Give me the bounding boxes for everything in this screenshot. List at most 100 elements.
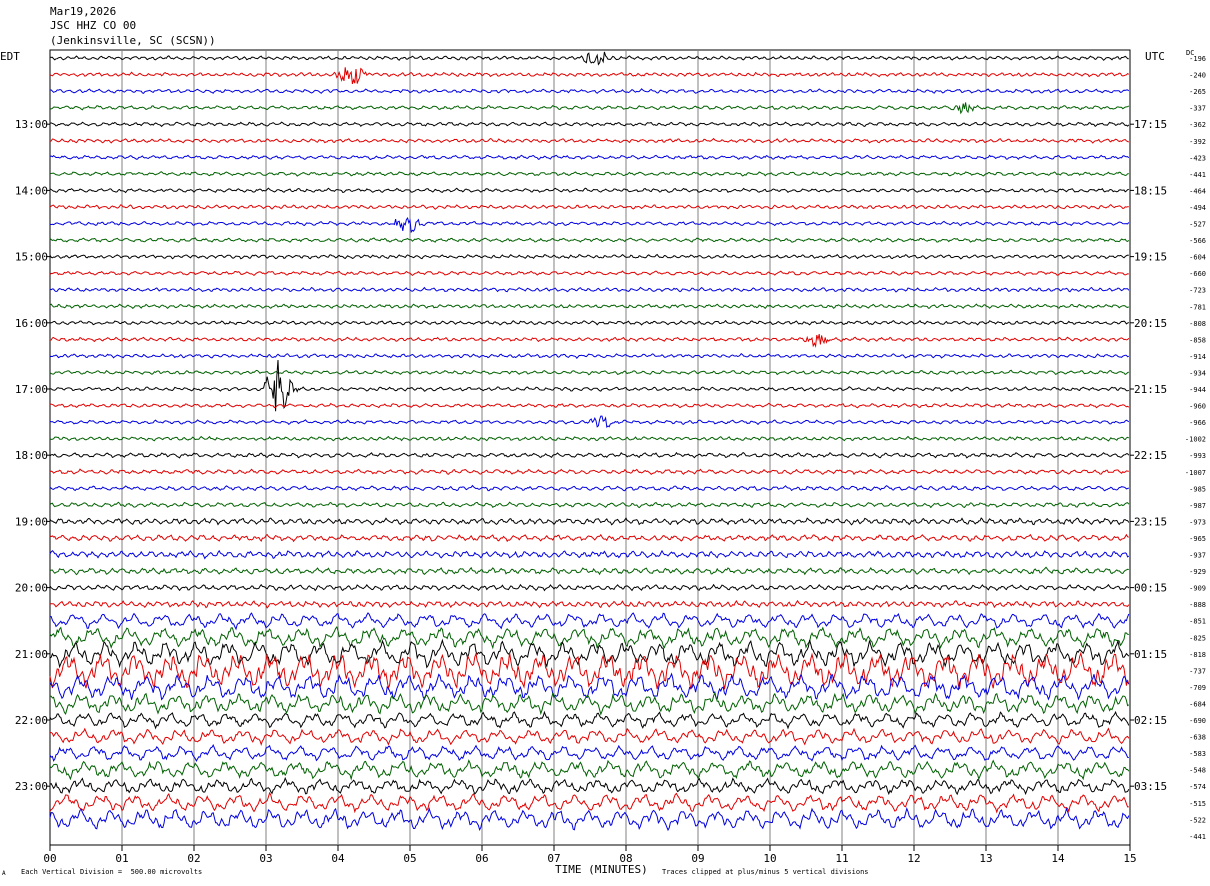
dc-offset-value: -960	[1189, 403, 1206, 411]
x-tick-label: 14	[1051, 852, 1065, 865]
seismic-trace-row	[49, 451, 1130, 459]
seismic-trace-row	[49, 402, 1130, 409]
dc-offset-value: -441	[1189, 833, 1206, 841]
dc-offset-value: -566	[1189, 237, 1206, 245]
dc-offset-value: -265	[1189, 88, 1206, 96]
seismic-trace-row	[49, 359, 1129, 412]
dc-offset-value: -781	[1189, 303, 1206, 311]
utc-hour-label: 19:15	[1134, 251, 1167, 264]
seismic-trace-row	[49, 353, 1130, 359]
x-axis-label: TIME (MINUTES)	[555, 863, 648, 876]
seismic-trace-row	[49, 638, 1130, 669]
dc-offset-value: -709	[1189, 684, 1206, 692]
seismic-trace-row	[49, 599, 1130, 609]
dc-offset-value: -851	[1189, 618, 1206, 626]
dc-offset-value: -494	[1189, 204, 1206, 212]
dc-offset-value: -441	[1189, 171, 1206, 179]
edt-hour-label: 15:00	[15, 251, 48, 264]
dc-offset-value: -392	[1189, 138, 1206, 146]
x-tick-label: 08	[619, 852, 632, 865]
dc-offset-value: -737	[1189, 667, 1206, 675]
dc-offset-value: -966	[1189, 419, 1206, 427]
seismic-trace-row	[49, 672, 1130, 701]
plot-date: Mar19,2026	[50, 5, 117, 18]
x-tick-label: 02	[187, 852, 200, 865]
seismic-trace-row	[49, 67, 1130, 85]
dc-offset-value: -937	[1189, 552, 1206, 560]
edt-hour-label: 14:00	[15, 184, 48, 197]
seismic-trace-row	[49, 691, 1130, 716]
seismic-trace-row	[49, 369, 1129, 376]
dc-offset-value: -993	[1189, 452, 1206, 460]
station-location: (Jenkinsville, SC (SCSN))	[50, 34, 216, 47]
seismic-trace-row	[49, 710, 1130, 730]
x-tick-label: 10	[763, 852, 776, 865]
dc-offset-value: -574	[1189, 783, 1206, 791]
edt-hour-label: 21:00	[15, 648, 48, 661]
x-tick-label: 07	[547, 852, 560, 865]
dc-offset-value: -423	[1189, 154, 1206, 162]
dc-offset-value: -1002	[1185, 436, 1206, 444]
seismic-trace-row	[49, 727, 1130, 746]
dc-offset-value: -527	[1189, 221, 1206, 229]
dc-offset-value: -818	[1189, 651, 1206, 659]
seismic-trace-row	[49, 154, 1130, 161]
utc-hour-label: 02:15	[1134, 714, 1167, 727]
dc-offset-value: -825	[1189, 634, 1206, 642]
utc-hour-label: 23:15	[1134, 515, 1167, 528]
x-tick-label: 04	[331, 852, 345, 865]
dc-offset-value: -944	[1189, 386, 1206, 394]
dc-offset-value: -909	[1189, 585, 1206, 593]
dc-offset-header: DC	[1186, 49, 1195, 57]
seismic-trace-row	[49, 468, 1129, 476]
dc-offset-value: -858	[1189, 336, 1206, 344]
edt-hour-label: 13:00	[15, 118, 48, 131]
utc-hour-label: 00:15	[1134, 582, 1167, 595]
seismic-trace-row	[49, 319, 1129, 326]
seismic-trace-row	[49, 253, 1129, 260]
dc-offset-value: -987	[1189, 502, 1206, 510]
edt-hour-label: 19:00	[15, 515, 48, 528]
dc-offset-value: -808	[1189, 320, 1206, 328]
dc-offset-value: -934	[1189, 369, 1206, 377]
plot-frame	[49, 49, 1131, 846]
edt-hour-label: 23:00	[15, 780, 48, 793]
x-tick-label: 12	[907, 852, 920, 865]
seismic-trace-row	[49, 51, 1129, 66]
timezone-left-label: EDT	[0, 50, 20, 63]
seismic-trace-row	[49, 303, 1130, 310]
dc-offset-value: -888	[1189, 601, 1206, 609]
seismic-trace-row	[49, 102, 1130, 115]
seismic-trace-row	[49, 759, 1130, 781]
edt-hour-label: 16:00	[15, 317, 48, 330]
edt-hour-label: 20:00	[15, 582, 48, 595]
seismic-trace-row	[49, 625, 1129, 650]
seismic-trace-row	[49, 171, 1129, 177]
dc-offset-value: -929	[1189, 568, 1206, 576]
seismic-trace-row	[49, 533, 1129, 543]
vertical-scale-note: Each Vertical Division = 500.00 microvol…	[21, 868, 203, 876]
seismic-trace-row	[49, 121, 1130, 128]
dc-offset-value: -638	[1189, 734, 1206, 742]
x-tick-label: 03	[259, 852, 272, 865]
x-tick-label: 09	[691, 852, 704, 865]
dc-offset-value: -464	[1189, 187, 1206, 195]
dc-offset-value: -362	[1189, 121, 1206, 129]
x-tick-label: 15	[1123, 852, 1136, 865]
dc-offset-value: -1007	[1185, 469, 1206, 477]
dc-offset-value: -985	[1189, 485, 1206, 493]
seismic-trace-row	[49, 415, 1130, 428]
timezone-right-label: UTC	[1145, 50, 1165, 63]
dc-offset-value: -515	[1189, 800, 1206, 808]
dc-offset-value: -973	[1189, 518, 1206, 526]
seismic-trace-row	[49, 807, 1130, 832]
footer-corner-mark: A	[2, 870, 6, 877]
station-id: JSC HHZ CO 00	[50, 19, 137, 32]
dc-offset-value: -660	[1189, 270, 1206, 278]
x-tick-label: 01	[115, 852, 128, 865]
seismic-trace-row	[49, 776, 1130, 796]
seismic-trace-row	[49, 435, 1130, 442]
dc-offset-value: -337	[1189, 105, 1206, 113]
dc-offset-value: -196	[1189, 55, 1206, 63]
